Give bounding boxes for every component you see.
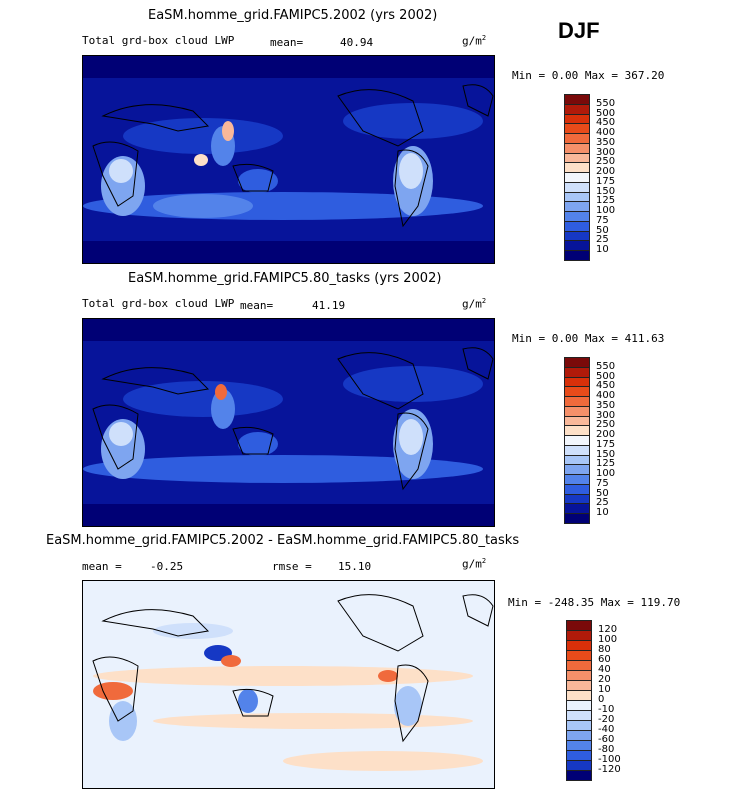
colorbar-tick-label: 150 (596, 185, 616, 197)
panel3-minmax: Min = -248.35 Max = 119.70 (508, 596, 681, 609)
panel3-mean-value: -0.25 (150, 560, 184, 573)
colorbar-tick-label: 20 (598, 674, 611, 685)
colorbar-tick-label: -80 (598, 744, 615, 755)
colorbar-tick-label: -10 (598, 704, 615, 715)
panel1-map-svg (83, 56, 494, 263)
colorbar-tick-label: 150 (596, 448, 616, 460)
panel2-map (82, 318, 495, 527)
colorbar-tick-label: 200 (596, 166, 616, 178)
colorbar-tick-label: 200 (596, 429, 616, 441)
panel3-title: EaSM.homme_grid.FAMIPC5.2002 - EaSM.homm… (46, 533, 520, 548)
colorbar-tick-label: 125 (596, 458, 616, 470)
panel2-mean-label: mean= (240, 299, 274, 312)
colorbar-swatch (564, 513, 590, 524)
colorbar-tick-label: -120 (598, 764, 621, 775)
colorbar-swatch (566, 770, 592, 781)
panel1-title: EaSM.homme_grid.FAMIPC5.2002 (yrs 2002) (148, 8, 438, 23)
panel3-units: g/m2 (462, 557, 487, 571)
colorbar-tick-label: 10 (598, 684, 611, 695)
colorbar-tick-label: 450 (596, 380, 616, 392)
colorbar-tick-label: 10 (596, 507, 609, 519)
panel2-map-svg (83, 319, 494, 526)
colorbar-tick-label: 300 (596, 409, 616, 421)
colorbar-tick-label: 350 (596, 399, 616, 411)
colorbar-tick-label: 250 (596, 156, 616, 168)
colorbar-tick-label: -40 (598, 724, 615, 735)
colorbar-tick-label: 100 (596, 468, 616, 480)
colorbar-tick-label: 300 (596, 146, 616, 158)
panel2-background (83, 319, 494, 526)
colorbar-tick-label: 0 (598, 694, 605, 705)
panel1-background (83, 56, 494, 263)
colorbar-tick-label: 25 (596, 497, 609, 509)
panel1-variable: Total grd-box cloud LWP (82, 34, 235, 47)
panel1-mean-value: 40.94 (340, 36, 374, 49)
colorbar-tick-label: 550 (596, 360, 616, 372)
colorbar-tick-label: 50 (596, 487, 609, 499)
panel3-colorbar: 120 100 80 60 40 20 10 0 -10 -20 -40 -60 -80 -100 -120 (566, 620, 636, 784)
colorbar-tick-label: 40 (598, 664, 611, 675)
colorbar-tick-label: -20 (598, 714, 615, 725)
colorbar-tick-label: 250 (596, 419, 616, 431)
season-label: DJF (558, 18, 600, 43)
colorbar-tick-label: -60 (598, 734, 615, 745)
colorbar-tick-label: 400 (596, 390, 616, 402)
panel1-colorbar: 550 500 450 400 350 300 250 200 175 150 125 100 75 50… (564, 94, 634, 261)
panel2-title: EaSM.homme_grid.FAMIPC5.80_tasks (yrs 20… (128, 271, 442, 286)
colorbar-tick-label: 80 (598, 644, 611, 655)
colorbar-tick-label: 25 (596, 234, 609, 246)
colorbar-tick-label: 100 (598, 634, 618, 645)
colorbar-tick-label: 100 (596, 205, 616, 217)
colorbar-tick-label: 400 (596, 127, 616, 139)
panel3-map (82, 580, 495, 789)
colorbar-tick-label: 175 (596, 438, 616, 450)
colorbar-tick-label: 120 (598, 624, 618, 635)
panel1-units: g/m2 (462, 34, 487, 48)
colorbar-tick-label: 10 (596, 244, 609, 256)
colorbar-tick-label: 350 (596, 136, 616, 148)
panel2-variable: Total grd-box cloud LWP (82, 297, 235, 310)
colorbar-tick-label: 175 (596, 175, 616, 187)
colorbar-swatch (564, 250, 590, 261)
panel2-units: g/m2 (462, 297, 487, 311)
panel3-map-svg (83, 581, 494, 788)
panel2-mean-value: 41.19 (312, 299, 346, 312)
colorbar-tick-label: 500 (596, 107, 616, 119)
colorbar-tick-label: 550 (596, 97, 616, 109)
colorbar-tick-label: 125 (596, 195, 616, 207)
colorbar-tick-label: 75 (596, 214, 609, 226)
colorbar-tick-label: -100 (598, 754, 621, 765)
colorbar-tick-label: 500 (596, 370, 616, 382)
panel1-minmax: Min = 0.00 Max = 367.20 (512, 69, 665, 82)
panel3-mean-label: mean = (82, 560, 122, 573)
colorbar-tick-label: 75 (596, 477, 609, 489)
colorbar-tick-label: 450 (596, 117, 616, 129)
panel3-rmse-value: 15.10 (338, 560, 372, 573)
panel2-minmax: Min = 0.00 Max = 411.63 (512, 332, 665, 345)
panel1-map (82, 55, 495, 264)
panel2-colorbar: 550 500 450 400 350 300 250 200 175 150 125 100 75 50… (564, 357, 634, 524)
colorbar-tick-label: 50 (596, 224, 609, 236)
colorbar-tick-label: 60 (598, 654, 611, 665)
panel3-rmse-label: rmse = (272, 560, 312, 573)
panel1-mean-label: mean= (270, 36, 304, 49)
